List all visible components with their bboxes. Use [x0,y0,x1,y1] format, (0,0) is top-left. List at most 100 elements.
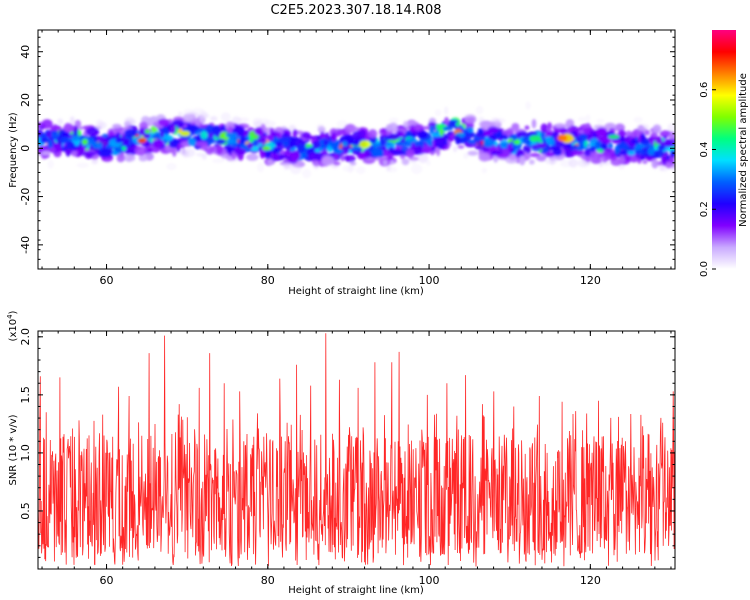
spectral-cell [344,154,356,163]
spectral-cell [474,145,482,150]
spectral-cell [144,129,151,134]
spectral-cell [139,121,149,130]
spectral-cell [71,133,80,142]
spectral-cell [91,158,99,165]
spectral-cell [468,116,475,124]
spectral-cell [176,150,190,155]
spectral-cell [48,147,56,153]
spectral-cell [278,137,292,143]
spectral-cell [292,129,298,138]
spectrogram-panel: 40 20 0 -20 -40 60 80 100 120 Frequency (Hz) He… [8,29,676,297]
spectral-cell [644,129,650,136]
spectral-cell [341,141,348,147]
spectral-cell [410,159,417,165]
snr-tick-label: 0.5 [19,502,32,520]
height-tick-label: 60 [100,574,114,587]
spectral-cell [417,131,429,139]
spectral-cell [275,141,283,146]
spectral-cell [628,143,636,148]
spectral-cell [487,126,499,134]
spectral-cell [535,155,547,161]
spectral-cell [664,143,675,147]
spectral-cell [508,153,517,161]
height-axis-ticks-bottom: 60 80 100 120 [41,331,672,587]
spectral-cell [69,116,75,126]
spectral-cell [356,166,366,174]
spectral-cell [512,133,518,142]
spectral-cell [78,146,84,154]
spectral-cell [640,133,646,142]
spectral-cell [57,118,64,125]
spectral-cell [665,162,672,169]
spectral-cell [46,132,52,138]
spectral-cell [225,132,238,138]
spectral-cell [137,138,147,144]
spectral-cell [435,124,446,129]
spectral-cell [83,150,97,157]
spectral-cell [590,145,597,151]
spectral-cell [335,129,347,135]
spectral-cell [121,146,127,151]
spectral-cell [288,138,296,149]
snr-axis-label: SNR (10 * v/v) [8,414,19,485]
spectral-cell [651,158,659,169]
spectral-cell [439,128,444,137]
spectral-cell [138,155,148,162]
spectral-cell [557,134,568,142]
snr-tick-label: 1.0 [19,444,32,462]
spectral-cell [529,135,542,143]
spectral-cell [312,161,320,170]
spectral-cell [458,136,469,144]
colorbar: 0.0 0.2 0.4 0.6 Normalized spectral amplitu… [699,30,749,277]
spectral-cell [76,162,90,168]
spectral-cell [618,129,626,139]
spectral-cell [231,143,238,148]
spectral-cell [212,158,225,164]
spectral-cell [259,149,266,159]
spectral-cell [341,145,352,151]
spectral-cell [647,147,654,156]
spectral-cell [669,150,675,155]
spectral-cell [126,119,137,125]
spectral-cell [403,121,408,129]
spectral-cell [481,167,487,174]
colorbar-ticks: 0.0 0.2 0.4 0.6 [699,82,716,277]
spectral-cell [200,130,208,140]
spectral-cell [249,134,254,143]
colorbar-tick-label: 0.4 [699,142,710,158]
spectral-cell [463,152,469,160]
spectral-cell [41,119,53,129]
spectral-cell [358,151,367,160]
spectral-cell [115,137,123,144]
spectral-cell [289,147,296,152]
spectral-cell [124,147,138,156]
spectral-cell [340,155,345,162]
height-tick-label: 120 [580,274,601,287]
spectral-cell [61,131,70,139]
spectral-cell [152,134,162,139]
snr-tick-label: 2.0 [19,328,32,346]
spectral-cell [79,126,83,131]
spectral-cell [543,131,553,138]
spectral-cell [336,120,348,128]
spectral-cell [545,152,555,158]
spectral-cell [351,127,360,131]
spectral-cell [40,137,48,144]
spectral-cell [619,154,625,165]
spectral-cell [196,152,204,157]
spectral-cell [519,155,526,166]
spectral-cell [411,164,423,174]
spectral-cell [216,138,226,145]
frequency-tick-label: 0 [19,145,32,152]
spectral-cell [329,139,341,149]
height-tick-label: 60 [100,274,114,287]
spectral-cell [642,160,648,164]
spectral-cell [333,161,341,166]
spectral-cell [388,117,399,123]
spectral-cell [350,140,362,146]
spectral-cell [562,124,572,128]
spectral-cell [371,148,384,158]
spectral-cell [595,127,608,137]
colorbar-tick-label: 0.2 [699,201,710,217]
